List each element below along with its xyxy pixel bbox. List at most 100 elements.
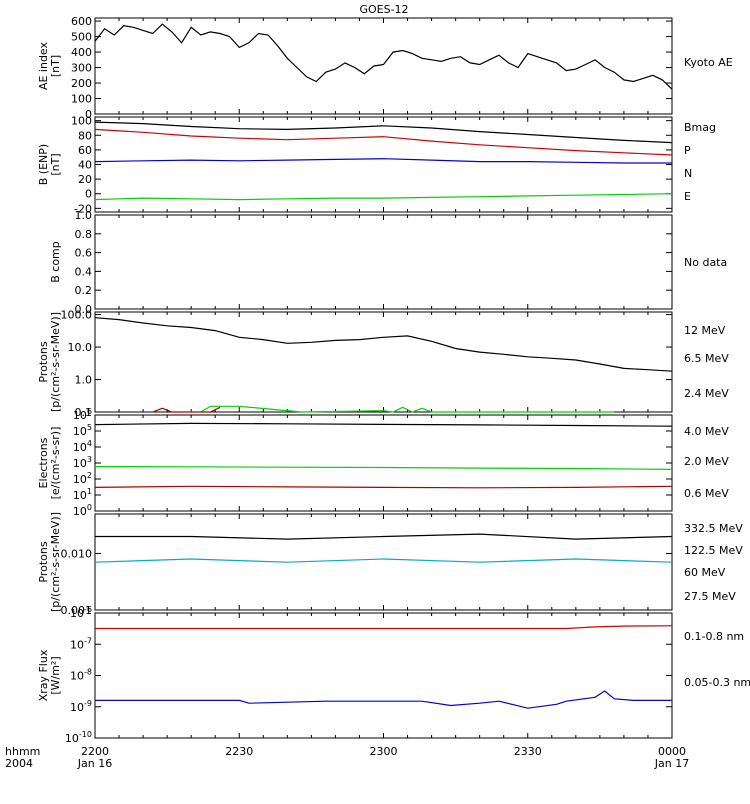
y-tick-label-xray: 10-6: [70, 605, 92, 620]
y-tick-label-b: 20: [78, 173, 92, 186]
y-tick-label-b: 40: [78, 159, 92, 172]
panel-frame-hiprotons: [94, 513, 673, 611]
y-tick-label-protons: 1.0: [75, 374, 93, 387]
y-axis-label-xray: Xray Flux: [37, 649, 50, 701]
y-axis-label-protons: Protons: [37, 341, 50, 382]
y-tick-label-exponent: 6: [87, 407, 92, 416]
legend-label-electrons: 0.6 MeV: [684, 487, 729, 500]
time-axis-corner-label-hhmm: hhmm: [5, 745, 40, 758]
panel-frame-bcomp: [94, 214, 673, 310]
y-tick-label-bcomp: 0.2: [75, 284, 93, 297]
series-line-b-bmag: [94, 121, 673, 144]
y-tick-label-b: 100: [71, 115, 92, 128]
legend-label-electrons: 4.0 MeV: [684, 425, 729, 438]
y-tick-label-xray: 10-7: [70, 636, 92, 651]
time-tick-label: 2200: [81, 745, 109, 758]
legend-label-bcomp: No data: [684, 256, 727, 269]
legend-label-hiprotons: 122.5 MeV: [684, 544, 743, 557]
y-tick-label-xray: 10-9: [70, 699, 92, 714]
series-line-electrons-0-6-mev: [94, 422, 673, 427]
panel-frame-electrons: [94, 414, 673, 512]
y-tick-label-ae: 100: [71, 93, 92, 106]
series-line-b-p: [94, 128, 673, 156]
y-tick-label-base: 10: [73, 473, 87, 486]
y-tick-label-base: 10: [73, 505, 87, 518]
y-tick-label-base: 10: [70, 638, 84, 651]
y-axis-label-b: [nT]: [49, 153, 62, 175]
legend-label-xray: 0.05-0.3 nm: [684, 676, 750, 689]
y-tick-label-bcomp: 0.0: [75, 303, 93, 316]
y-axis-label-hiprotons: [p/(cm²-s-sr-MeV)]: [49, 512, 62, 612]
figure-title: GOES-12: [359, 3, 408, 16]
legend-label-b: E: [684, 190, 691, 203]
legend-label-b: P: [684, 144, 691, 157]
y-tick-label-ae: 200: [71, 77, 92, 90]
y-tick-label-exponent: -7: [84, 636, 92, 645]
y-tick-label-base: 10: [70, 670, 84, 683]
y-axis-label-protons: [p/(cm²-s-sr-MeV)]: [49, 312, 62, 412]
series-line-protons-6-5-mev: [200, 405, 615, 413]
y-tick-label-electrons: 106: [73, 407, 92, 422]
y-tick-label-exponent: -10: [79, 730, 92, 739]
y-axis-label-b: B (ENP): [37, 144, 50, 185]
y-tick-label-base: 10: [65, 732, 79, 745]
y-tick-label-xray: 10-8: [70, 668, 92, 683]
y-axis-label-hiprotons: Protons: [37, 541, 50, 582]
y-tick-label-exponent: -9: [84, 699, 92, 708]
series-line-hiprotons-27-5-mev: [95, 533, 673, 540]
y-tick-label-ae: 300: [71, 62, 92, 75]
y-tick-label-bcomp: 0.8: [75, 228, 93, 241]
series-line-xray-0-1-0-8-nm: [95, 625, 673, 630]
series-line-electrons-2-0-mev: [94, 465, 673, 470]
y-tick-label-exponent: 0: [87, 503, 92, 512]
time-tick-date-label: Jan 16: [77, 757, 112, 770]
y-tick-label-xray: 10-10: [65, 730, 92, 745]
panel-frame-xray: [94, 612, 673, 739]
y-tick-label-base: 10: [70, 607, 84, 620]
y-tick-label-exponent: -6: [84, 605, 92, 614]
y-axis-label-electrons: Electrons: [37, 437, 50, 488]
y-tick-label-ae: 500: [71, 31, 92, 44]
legend-label-xray: 0.1-0.8 nm: [684, 630, 744, 643]
legend-label-b: N: [684, 167, 692, 180]
time-tick-label: 0000: [658, 745, 686, 758]
legend-label-electrons: 2.0 MeV: [684, 455, 729, 468]
y-axis-label-xray: [W/m²]: [49, 656, 62, 694]
y-axis-label-electrons: [e/(cm²-s-sr)]: [49, 427, 62, 500]
legend-label-hiprotons: 27.5 MeV: [684, 590, 736, 603]
y-tick-label-ae: 600: [71, 15, 92, 28]
y-tick-label-b: 80: [78, 129, 92, 142]
y-tick-label-base: 10: [73, 441, 87, 454]
y-tick-label-protons: 0.1: [75, 406, 93, 419]
y-tick-label-electrons: 103: [73, 455, 92, 470]
series-line-xray-0-05-0-3-nm: [95, 690, 672, 709]
y-tick-label-exponent: 3: [87, 455, 92, 464]
series-line-b-n: [94, 193, 673, 201]
y-tick-label-electrons: 104: [73, 439, 92, 454]
legend-label-hiprotons: 332.5 MeV: [684, 522, 743, 535]
series-line-b-e: [94, 158, 672, 164]
legend-label-protons: 6.5 MeV: [684, 352, 729, 365]
time-tick-label: 2330: [514, 745, 542, 758]
y-tick-label-hiprotons: 0.001: [61, 604, 93, 617]
legend-label-hiprotons: 60 MeV: [684, 566, 726, 579]
y-tick-label-base: 10: [73, 409, 87, 422]
legend-label-protons: 12 MeV: [684, 324, 726, 337]
y-tick-label-electrons: 101: [73, 487, 92, 502]
y-tick-label-electrons: 105: [73, 423, 92, 438]
y-tick-label-hiprotons: 0.010: [61, 547, 93, 560]
time-tick-date-label: Jan 17: [654, 757, 689, 770]
y-tick-label-bcomp: 0.6: [75, 247, 93, 260]
y-axis-label-ae: [nT]: [49, 55, 62, 77]
y-tick-label-exponent: -8: [84, 668, 92, 677]
series-line-electrons-4-0-mev: [94, 485, 673, 489]
y-tick-label-bcomp: 0.4: [75, 265, 93, 278]
y-tick-label-bcomp: 1.0: [75, 209, 93, 222]
y-tick-label-ae: 0: [85, 108, 92, 121]
time-tick-label: 2300: [370, 745, 398, 758]
y-tick-label-base: 10: [73, 489, 87, 502]
panel-frame-ae: [94, 17, 673, 115]
series-line-ae-kyoto-ae: [94, 23, 673, 90]
